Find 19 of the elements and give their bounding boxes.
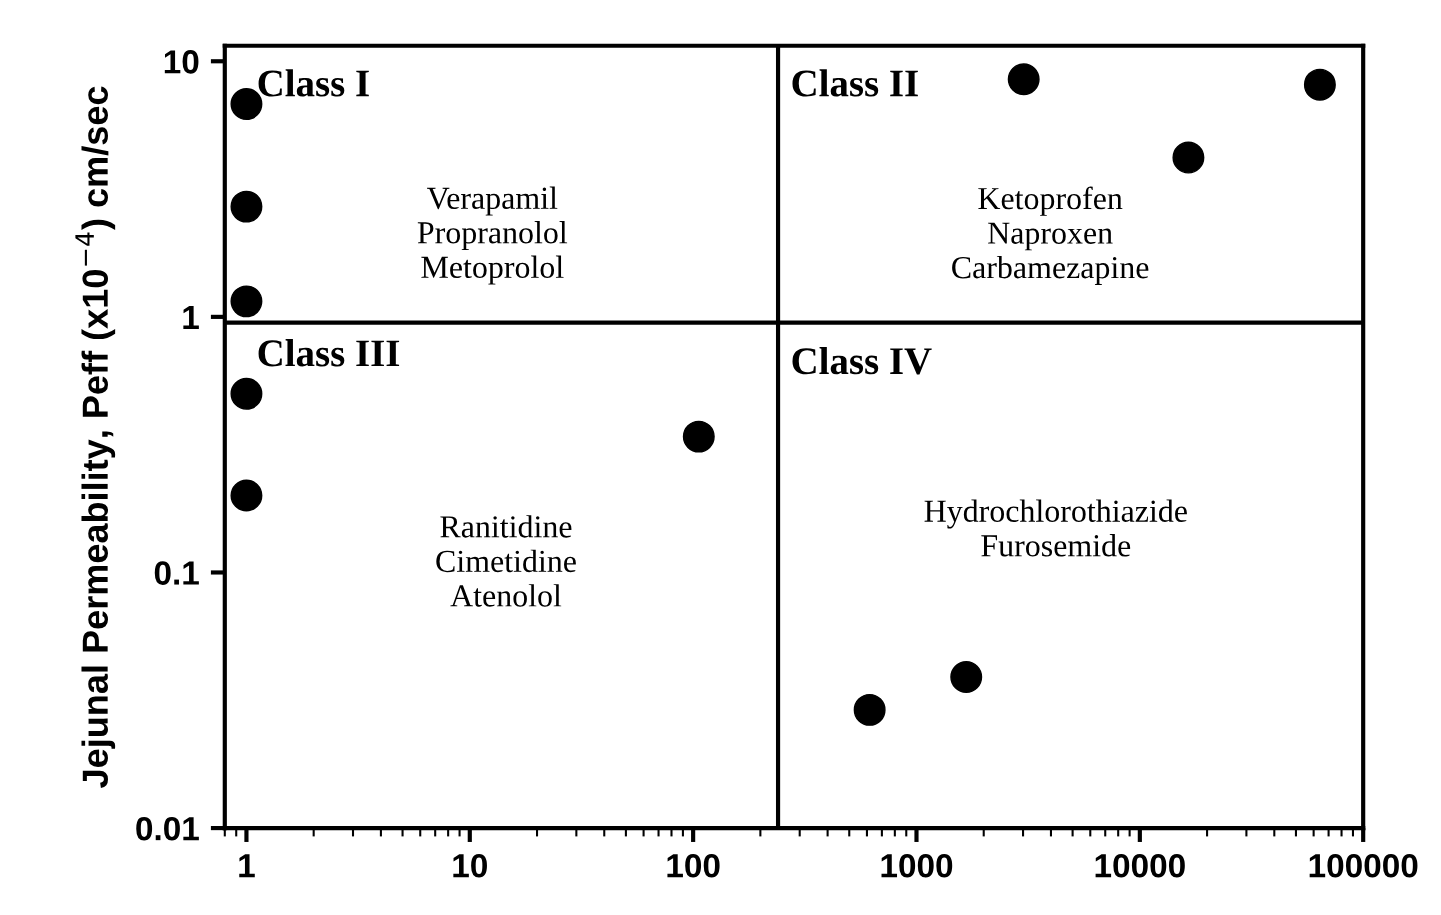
y-axis-title: Jejunal Permeability, Peff (x10$^{−4}$) cm/sec — [75, 86, 116, 788]
annotation: Ketoprofen Naproxen Carbamezapine — [952, 186, 1149, 285]
annotation: Class II — [792, 69, 918, 97]
annotation: Class IV — [792, 346, 932, 375]
annotation: Class III — [258, 339, 400, 367]
y-tick-label: 0.1 — [154, 561, 199, 585]
x-tick-label: 10000 — [1095, 853, 1185, 878]
x-tick-label: 10 — [453, 853, 487, 878]
annotation: Class I — [258, 69, 369, 97]
x-tick-label: 1000 — [881, 853, 953, 878]
annotation: Hydrochlorothiazide Furosemide — [924, 499, 1187, 557]
annotation: Ranitidine Cimetidine Atenolol — [436, 515, 576, 607]
y-tick-label: 0.01 — [136, 816, 199, 841]
x-tick-label: 100000 — [1309, 853, 1418, 878]
x-tick-label: 1 — [239, 854, 255, 878]
annotation: Verapamil Propranolol Metoprolol — [417, 186, 568, 285]
y-tick-label: 10 — [164, 50, 199, 74]
y-tick-label: 1 — [183, 306, 199, 329]
x-tick-label: 100 — [667, 853, 720, 878]
